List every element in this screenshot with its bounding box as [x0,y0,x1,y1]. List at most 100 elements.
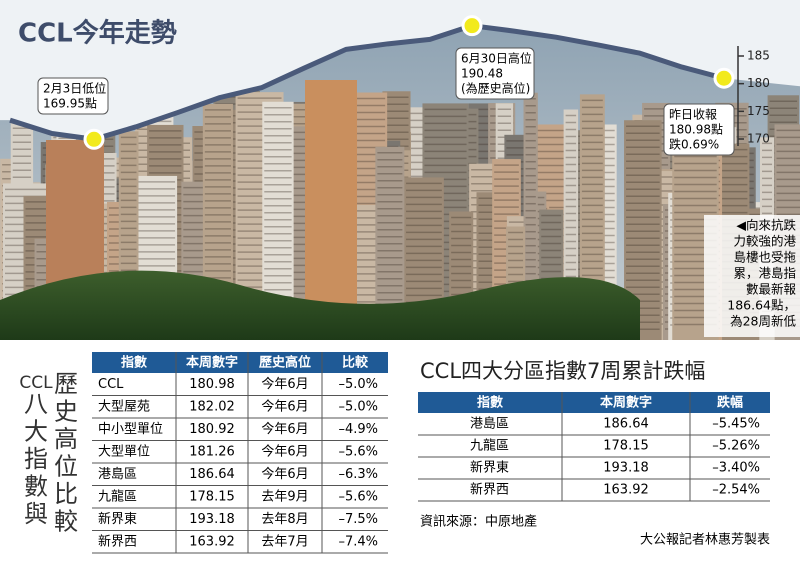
cell: 去年8月 [261,512,308,527]
cell: 186.64 [189,467,235,482]
hill [0,270,640,340]
caption-line: 為28周新低 [730,314,796,329]
caption-line: ◀向來抗跌 [736,218,796,233]
source: 資訊來源：中原地產 [420,514,537,530]
table-title-char: 與 [24,500,48,528]
table-title-char: 高 [54,425,78,453]
cell: 180.92 [189,422,235,437]
table-title-char: 史 [54,398,78,426]
callout-text: 昨日收報 [669,108,717,122]
table-title-char: 八 [24,390,48,418]
cell: 181.26 [189,444,235,459]
caption-line: 數最新報 [746,282,797,297]
cell: CCL [98,377,124,392]
y-axis: 170 175 180 185 [737,46,770,146]
table-title-char: 數 [24,473,48,501]
cell: 去年7月 [261,534,308,549]
cell: 九龍區 [470,438,509,454]
chart-title: CCL今年走勢 [18,18,177,49]
callout-box [37,77,109,115]
y-tick-label: 170 [747,132,770,146]
table-title-char: 歷 [54,370,78,398]
table-title-char: 比 [54,480,78,508]
cell: –5.26% [712,439,760,454]
header-cell: 指數 [477,395,503,411]
y-tick-label: 180 [747,76,770,90]
cell: 163.92 [189,534,235,549]
marker [83,128,105,150]
cell: 今年6月 [261,421,308,437]
credit: 大公報記者林惠芳製表 [640,532,770,548]
cell: –5.6% [338,489,378,504]
callout-text: 6月30日高位 [461,51,532,66]
cell: 中小型單位 [98,422,163,437]
header-cell: 指數 [121,355,147,371]
cell: 新界西 [98,533,137,549]
callout-text: 180.98點 [669,123,723,137]
cell: 178.15 [189,489,235,504]
cell: 193.18 [189,512,235,527]
cell: –7.5% [338,512,378,527]
cell: 186.64 [603,417,649,432]
cell: 新界西 [470,482,509,498]
caption-line: 186.64點， [727,298,796,313]
cell: –4.9% [338,422,378,437]
cell: 九龍區 [98,488,137,504]
cell: 今年6月 [261,398,308,414]
header-cell: 本周數字 [600,395,652,411]
cell: –5.45% [712,417,760,432]
table-title-char: 較 [54,508,78,536]
callout-text: (為歷史高位) [461,81,530,96]
cell: 去年9月 [261,489,308,504]
callout-text: 2月3日低位 [43,81,106,96]
table-title-char: 指 [24,445,48,473]
cell: 今年6月 [261,443,308,459]
header-cell: 比較 [342,355,369,371]
cell: –7.4% [338,534,378,549]
cell: 163.92 [603,483,649,498]
cell: 新界東 [98,511,137,527]
header-bg [92,352,388,373]
tower [305,80,357,340]
marker [713,67,735,89]
buildings [0,80,800,340]
cell: 178.15 [603,439,649,454]
cell: 港島區 [98,467,137,482]
building [523,92,538,340]
header-bg [418,392,770,413]
callout-box [663,103,735,156]
cell: –3.40% [712,461,760,476]
header-cell: 本周數字 [186,355,238,371]
cell: 新界東 [470,460,509,476]
cell: 今年6月 [261,466,308,482]
header-cell: 跌幅 [717,395,743,411]
callout-text: 169.95點 [43,97,97,111]
cell: –2.54% [712,483,760,498]
caption-line: 力較強的港 [733,234,796,249]
caption-bg [704,215,800,337]
cell: 港島區 [470,417,509,432]
photo [0,25,800,340]
cell: –5.6% [338,444,378,459]
cell: –5.0% [338,377,378,392]
cell: –5.0% [338,399,378,414]
callout-text: 跌0.69% [669,137,719,152]
y-tick-label: 185 [747,49,770,63]
cell: 大型屋苑 [98,399,150,414]
cell: 今年6月 [261,376,308,392]
line [9,23,725,142]
cell: 193.18 [603,461,649,476]
header-cell: 歷史高位 [259,355,311,371]
cell: 大型單位 [98,444,150,459]
marker [461,15,483,37]
table-title-char: 位 [54,453,78,481]
table-title-char: 大 [24,418,48,446]
callout-text: 190.48 [461,67,503,81]
table-title-char: CCL [19,373,53,393]
table-title: CCL四大分區指數7周累計跌幅 [420,359,705,383]
caption-line: 島樓也受拖 [733,250,796,265]
